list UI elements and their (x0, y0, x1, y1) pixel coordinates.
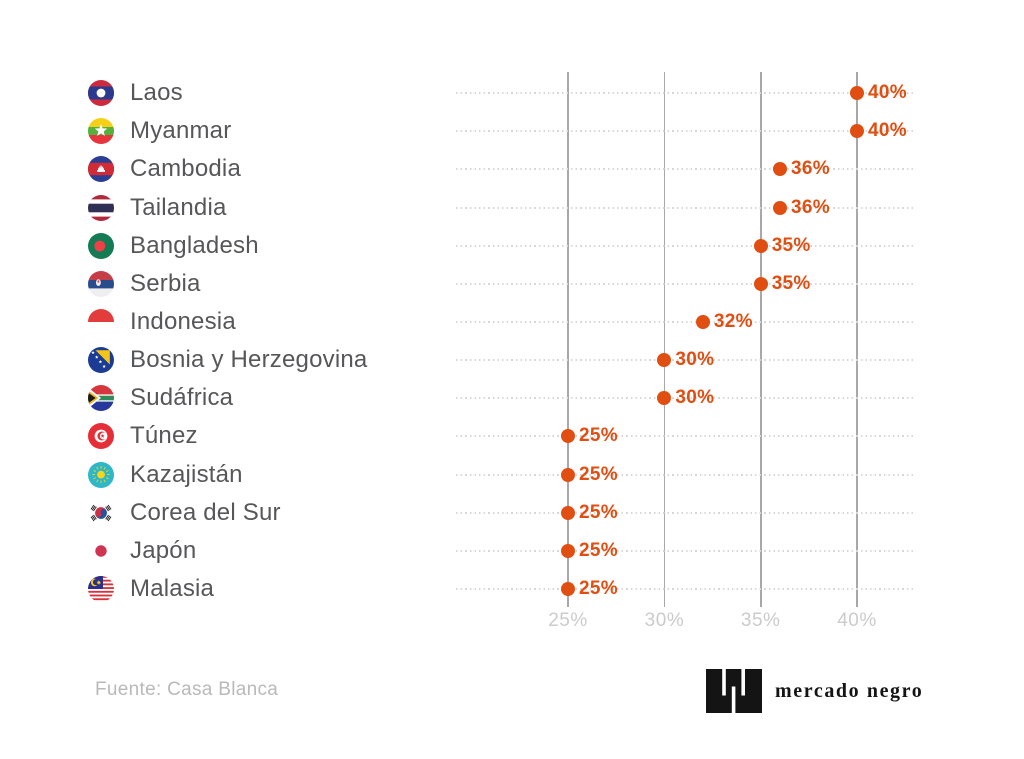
row-guide-dotted-line (456, 473, 913, 476)
country-row: Bangladesh (88, 227, 259, 265)
country-label: Malasia (130, 575, 215, 602)
x-tick-label: 30% (644, 610, 685, 631)
country-row: Corea del Sur (88, 494, 281, 532)
country-row: Tailandia (88, 189, 227, 227)
row-guide-dotted-line (456, 588, 913, 590)
row-guide-dotted-line (456, 282, 913, 285)
bosnia-flag-icon (88, 347, 114, 374)
row-guide-dotted-line (456, 359, 913, 362)
row-guide-dotted-line (456, 206, 913, 209)
indonesia-flag-icon (88, 308, 114, 335)
country-label: Serbia (130, 269, 201, 297)
data-dot (561, 543, 575, 558)
row-guide-dotted-line (456, 435, 913, 438)
country-label: Bangladesh (130, 231, 259, 259)
country-label: Laos (130, 79, 183, 106)
value-label: 25% (579, 425, 618, 447)
country-label: Bosnia y Herzegovina (130, 346, 368, 374)
gridline-35 (760, 72, 762, 607)
value-label: 25% (579, 501, 618, 523)
brand-name: mercado negro (775, 679, 924, 702)
country-row: Malasia (88, 570, 214, 608)
row-guide-dotted-line (456, 92, 913, 94)
kazajistan-flag-icon (88, 461, 114, 488)
row-guide-dotted-line (456, 130, 913, 133)
value-label: 35% (771, 272, 811, 294)
data-dot (850, 86, 864, 100)
row-guide-dotted-line (456, 397, 913, 400)
row-guide-dotted-line (456, 511, 913, 514)
data-dot (561, 582, 575, 596)
country-label: Indonesia (130, 307, 236, 335)
gridline-40 (856, 72, 858, 607)
myanmar-flag-icon (88, 118, 114, 145)
value-label: 30% (675, 349, 715, 371)
japon-flag-icon (88, 537, 114, 564)
value-label: 25% (579, 539, 618, 561)
country-row: Túnez (88, 417, 198, 455)
corea-flag-icon (88, 499, 114, 526)
laos-flag-icon (88, 80, 114, 106)
data-dot (561, 467, 575, 482)
value-label: 36% (791, 158, 830, 180)
data-dot (773, 162, 787, 177)
country-row: Bosnia y Herzegovina (88, 341, 367, 379)
row-guide-dotted-line (456, 244, 913, 247)
malasia-flag-icon (88, 576, 114, 602)
tunez-flag-icon (88, 423, 114, 450)
x-tick-label: 25% (548, 610, 588, 631)
country-row: Myanmar (88, 112, 231, 150)
x-tick-label: 35% (740, 610, 781, 631)
country-row: Sudáfrica (88, 379, 233, 417)
serbia-flag-icon (88, 270, 114, 297)
data-dot (753, 276, 768, 291)
data-dot (850, 124, 864, 139)
gridline-25 (567, 72, 569, 607)
data-dot (657, 391, 672, 406)
gridline-30 (663, 72, 666, 607)
tailandia-flag-icon (88, 194, 114, 221)
value-label: 36% (791, 196, 830, 218)
country-label: Corea del Sur (130, 498, 281, 526)
row-guide-dotted-line (456, 168, 913, 171)
value-label: 35% (771, 234, 811, 256)
value-label: 40% (868, 82, 907, 103)
value-label: 30% (675, 387, 715, 409)
data-dot (561, 505, 575, 520)
country-label: Tailandia (130, 193, 227, 221)
country-label: Cambodia (130, 155, 241, 183)
data-dot (695, 314, 710, 329)
value-label: 25% (579, 463, 618, 485)
data-dot (561, 429, 575, 444)
country-label: Japón (130, 536, 197, 564)
value-label: 40% (868, 120, 907, 142)
country-row: Cambodia (88, 150, 241, 188)
country-label: Túnez (130, 422, 198, 450)
value-label: 25% (579, 578, 618, 599)
data-dot (657, 353, 672, 368)
country-row: Serbia (88, 265, 201, 303)
cambodia-flag-icon (88, 156, 114, 183)
x-tick-label: 40% (837, 610, 877, 631)
row-guide-dotted-line (456, 320, 913, 323)
country-row: Indonesia (88, 303, 236, 341)
value-label: 32% (713, 310, 753, 332)
country-row: Laos (88, 74, 183, 112)
bangladesh-flag-icon (88, 232, 114, 259)
mercado-negro-logo-icon (706, 669, 762, 713)
country-label: Sudáfrica (130, 384, 234, 412)
country-label: Myanmar (130, 117, 232, 145)
data-dot (773, 200, 787, 215)
source-note: Fuente: Casa Blanca (95, 679, 279, 700)
sudafrica-flag-icon (88, 385, 114, 412)
country-label: Kazajistán (130, 460, 243, 488)
country-row: Japón (88, 532, 196, 570)
country-row: Kazajistán (88, 456, 243, 494)
data-dot (753, 238, 768, 253)
row-guide-dotted-line (456, 549, 913, 552)
brand-logo: mercado negro (706, 669, 923, 713)
